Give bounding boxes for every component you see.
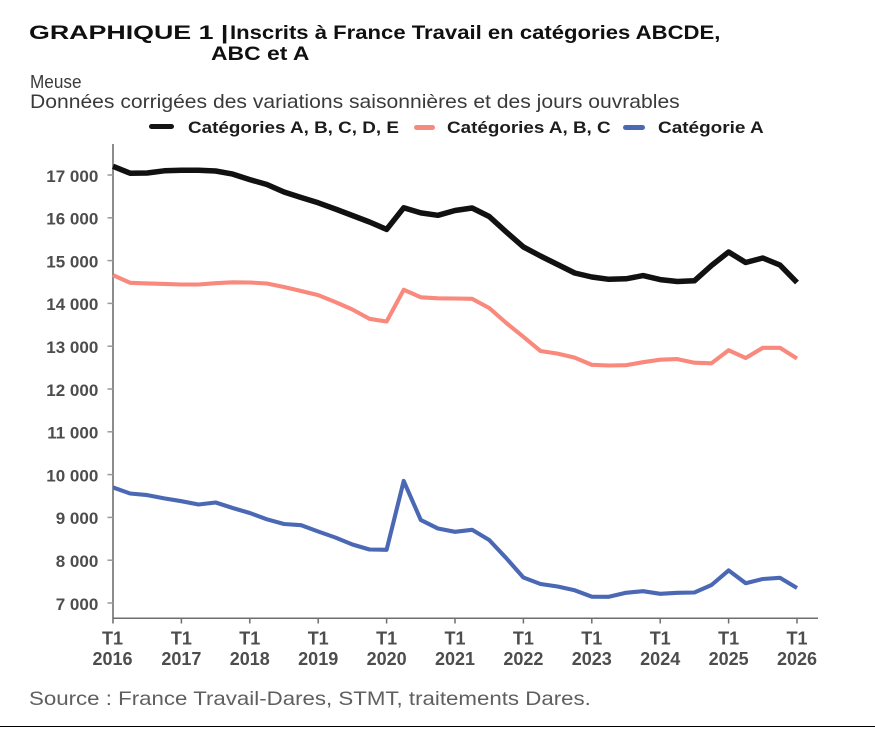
svg-text:2025: 2025 xyxy=(709,649,749,669)
svg-text:2021: 2021 xyxy=(435,649,475,669)
svg-text:13 000: 13 000 xyxy=(46,338,98,357)
svg-text:15 000: 15 000 xyxy=(46,252,98,271)
svg-text:10 000: 10 000 xyxy=(46,466,98,485)
svg-text:14 000: 14 000 xyxy=(46,295,98,314)
svg-text:T1: T1 xyxy=(376,628,397,648)
svg-text:2019: 2019 xyxy=(298,649,338,669)
svg-text:2026: 2026 xyxy=(777,649,817,669)
svg-text:17 000: 17 000 xyxy=(46,167,98,186)
svg-text:T1: T1 xyxy=(171,628,192,648)
svg-text:2020: 2020 xyxy=(367,649,407,669)
svg-text:T1: T1 xyxy=(718,628,739,648)
svg-text:16 000: 16 000 xyxy=(46,210,98,229)
svg-text:2023: 2023 xyxy=(572,649,612,669)
svg-text:2017: 2017 xyxy=(161,649,201,669)
svg-text:T1: T1 xyxy=(650,628,671,648)
svg-text:T1: T1 xyxy=(102,628,123,648)
svg-text:T1: T1 xyxy=(513,628,534,648)
svg-text:7 000: 7 000 xyxy=(56,595,99,614)
svg-text:T1: T1 xyxy=(239,628,260,648)
svg-text:8 000: 8 000 xyxy=(56,552,99,571)
svg-text:T1: T1 xyxy=(786,628,807,648)
svg-text:12 000: 12 000 xyxy=(46,381,98,400)
svg-text:11 000: 11 000 xyxy=(47,424,98,443)
svg-text:2016: 2016 xyxy=(92,649,132,669)
svg-text:2024: 2024 xyxy=(640,649,680,669)
svg-text:T1: T1 xyxy=(581,628,602,648)
svg-text:9 000: 9 000 xyxy=(56,509,99,528)
svg-text:2022: 2022 xyxy=(503,649,543,669)
svg-text:2018: 2018 xyxy=(230,649,270,669)
svg-text:T1: T1 xyxy=(444,628,465,648)
svg-text:T1: T1 xyxy=(308,628,329,648)
